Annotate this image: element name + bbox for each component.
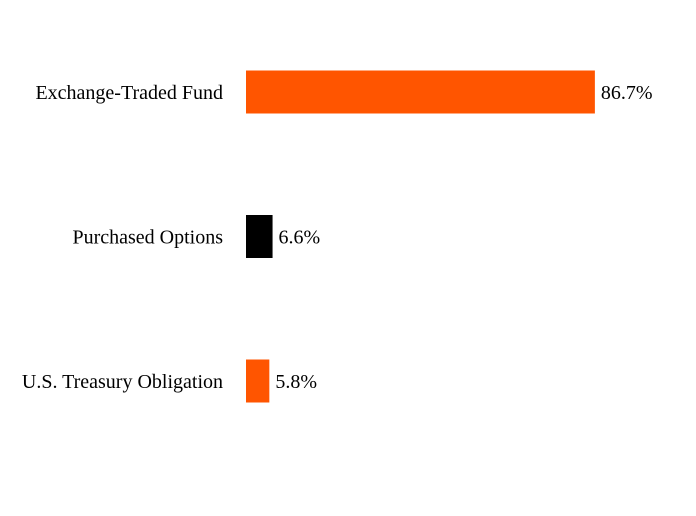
bar-purchased-options	[246, 215, 273, 258]
value-labels-group: 86.7% 6.6% 5.8%	[275, 82, 652, 393]
value-label-purchased-options: 6.6%	[279, 227, 321, 249]
category-label-u-s-treasury-obligation: U.S. Treasury Obligation	[22, 371, 223, 393]
bar-exchange-traded-fund	[246, 70, 595, 114]
value-label-u-s-treasury-obligation: 5.8%	[275, 371, 317, 393]
bar-u-s-treasury-obligation	[246, 359, 270, 403]
category-label-exchange-traded-fund: Exchange-Traded Fund	[35, 82, 223, 104]
category-labels-group: Exchange-Traded Fund Purchased Options U.S…	[22, 82, 223, 393]
value-label-exchange-traded-fund: 86.7%	[601, 82, 653, 104]
bars-group	[246, 70, 595, 403]
category-label-purchased-options: Purchased Options	[72, 227, 223, 249]
